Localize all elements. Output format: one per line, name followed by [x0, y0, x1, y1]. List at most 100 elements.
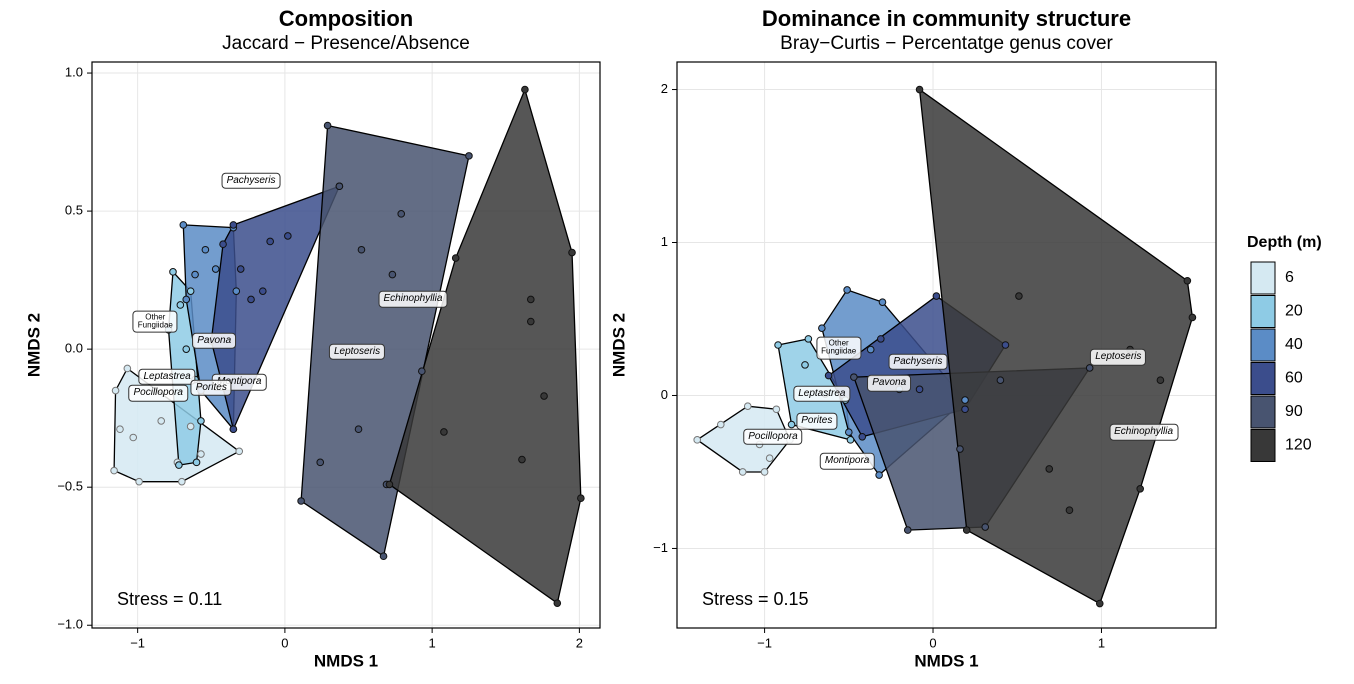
sample-point — [116, 425, 124, 434]
genus-label: Pavona — [192, 332, 237, 350]
sample-point — [1136, 484, 1145, 493]
sample-point — [385, 480, 394, 489]
sample-point — [123, 364, 132, 373]
genus-label: Echinophyllia — [378, 291, 448, 308]
sample-point — [772, 405, 781, 414]
sample-point — [135, 477, 143, 486]
sample-point — [765, 454, 774, 463]
sample-point — [1156, 376, 1165, 384]
sample-point — [236, 265, 245, 273]
sample-point — [787, 420, 796, 429]
x-tick-label: 1 — [1098, 635, 1105, 650]
sample-point — [157, 417, 166, 425]
sample-point — [440, 428, 448, 436]
stress-annotation: Stress = 0.15 — [702, 589, 809, 609]
sample-point — [451, 254, 460, 262]
sample-point — [716, 420, 725, 429]
sample-point — [211, 265, 220, 273]
genus-label: Other Fungiidae — [132, 310, 178, 333]
sample-point — [397, 210, 406, 218]
sample-point — [518, 455, 526, 464]
genus-label: Pavona — [867, 374, 912, 392]
sample-point — [961, 405, 969, 414]
sample-point — [232, 287, 241, 295]
sample-point — [843, 286, 851, 294]
sample-point — [191, 270, 199, 279]
sample-point — [192, 458, 201, 467]
sample-point — [179, 221, 188, 229]
y-tick-label: 0 — [661, 387, 668, 402]
sample-point — [875, 471, 883, 479]
sample-point — [1065, 506, 1074, 515]
sample-point — [801, 361, 809, 369]
sample-point — [981, 523, 990, 531]
y-tick-label: 1.0 — [65, 64, 83, 79]
legend-swatch — [1250, 295, 1276, 328]
y-tick-label: 0.0 — [65, 341, 83, 356]
genus-label: Leptastrea — [138, 368, 196, 385]
sample-point — [956, 445, 964, 453]
sample-point — [175, 461, 183, 469]
sample-point — [526, 317, 535, 326]
y-axis-label: NMDS 2 — [24, 313, 43, 377]
legend-label: 6 — [1285, 269, 1294, 286]
sample-point — [178, 477, 186, 486]
genus-label: Porites — [796, 413, 838, 430]
genus-label: Pachyseris — [221, 172, 281, 189]
sample-point — [1015, 292, 1023, 300]
legend-label: 90 — [1285, 403, 1303, 420]
legend-label: 40 — [1285, 336, 1303, 353]
chart-subtitle: Jaccard − Presence/Absence — [222, 33, 470, 54]
sample-point — [903, 526, 912, 534]
sample-point — [915, 385, 924, 394]
genus-label: Pocillopora — [743, 428, 803, 446]
x-tick-label: 2 — [576, 635, 583, 650]
sample-point — [760, 468, 769, 476]
chart-title: Dominance in community structure — [762, 6, 1131, 31]
sample-point — [266, 237, 274, 246]
y-tick-label: 2 — [661, 81, 668, 96]
sample-point — [521, 85, 529, 94]
genus-label: Leptoseris — [1090, 348, 1147, 366]
sample-point — [846, 436, 855, 444]
genus-label: Leptastrea — [793, 385, 851, 403]
genus-label: Other Fungiidae — [816, 336, 862, 360]
legend-swatch — [1250, 362, 1276, 395]
sample-point — [850, 373, 858, 381]
y-axis-label: NMDS 2 — [609, 313, 628, 377]
x-axis-label: NMDS 1 — [314, 651, 378, 670]
sample-point — [379, 552, 388, 561]
sample-point — [1045, 465, 1054, 473]
sample-point — [1095, 599, 1104, 608]
sample-point — [247, 295, 255, 304]
plot-frame — [91, 61, 601, 629]
sample-point — [1188, 313, 1197, 322]
sample-point — [961, 396, 969, 404]
sample-point — [335, 182, 344, 191]
sample-point — [111, 386, 120, 395]
sample-point — [858, 432, 867, 441]
sample-point — [169, 268, 177, 276]
sample-point — [323, 121, 332, 130]
sample-point — [878, 298, 887, 306]
sample-point — [316, 458, 325, 467]
sample-point — [577, 494, 585, 503]
sample-point — [932, 292, 941, 300]
genus-label: Pachyseris — [888, 353, 948, 371]
sample-point — [804, 335, 813, 343]
genus-label: Pocillopora — [128, 385, 188, 402]
genus-label: Echinophyllia — [1109, 423, 1179, 441]
x-tick-label: 1 — [429, 635, 436, 650]
sample-point — [526, 295, 535, 304]
sample-point — [229, 221, 238, 229]
sample-point — [197, 417, 205, 425]
sample-point — [877, 335, 885, 343]
legend-swatch — [1250, 395, 1276, 429]
group-hull — [210, 185, 341, 432]
sample-point — [540, 392, 548, 400]
stress-annotation: Stress = 0.11 — [117, 589, 222, 609]
sample-point — [201, 245, 210, 254]
x-tick-label: −1 — [130, 635, 145, 650]
